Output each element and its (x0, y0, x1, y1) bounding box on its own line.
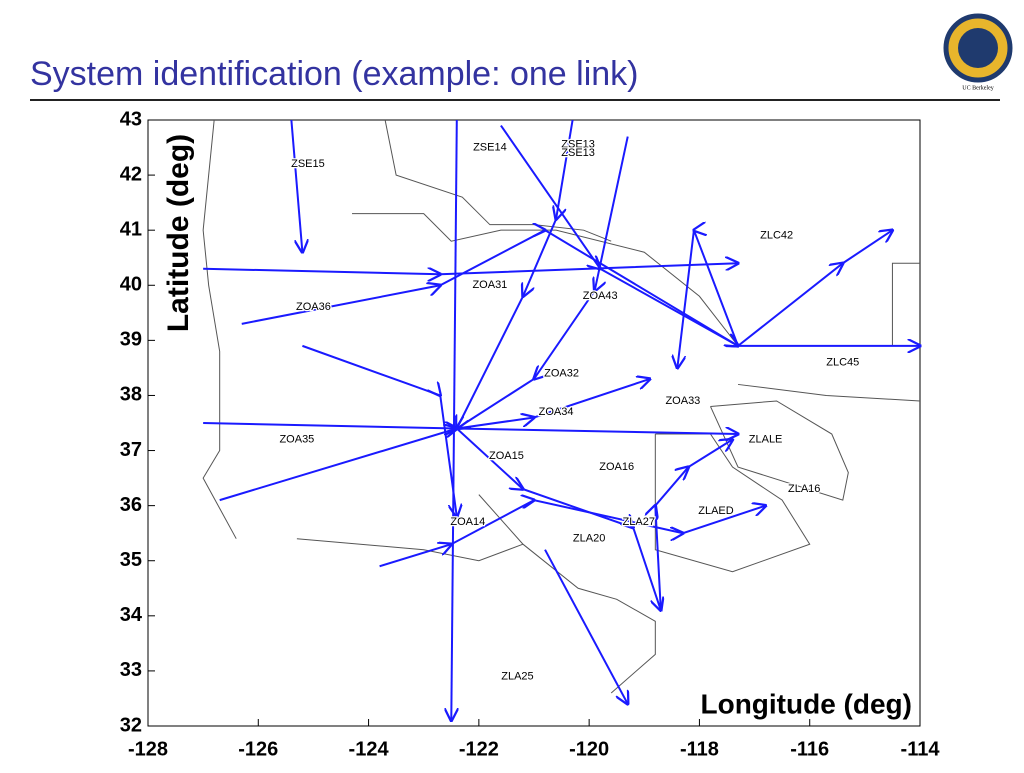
y-tick-label: 32 (120, 714, 142, 736)
route (302, 344, 456, 517)
sector-label: ZLALE (749, 433, 783, 445)
y-tick-label: 42 (120, 163, 142, 185)
sector-label: ZLA27 (623, 516, 655, 528)
sector-boundary (202, 119, 237, 539)
sector-label: ZOA36 (296, 301, 331, 313)
y-tick-label: 36 (120, 494, 142, 516)
y-tick-label: 35 (120, 549, 142, 571)
x-tick-label: -118 (680, 738, 719, 760)
sector-label: ZOA16 (599, 461, 634, 473)
y-tick-label: 37 (120, 439, 142, 461)
sector-label: ZLA20 (573, 533, 605, 545)
x-axis-label: Longitude (deg) (700, 688, 912, 719)
x-tick-label: -120 (569, 738, 609, 760)
logo-text: UC Berkeley (962, 85, 994, 91)
y-tick-label: 43 (120, 108, 142, 130)
sector-label: ZOA15 (489, 450, 524, 462)
sector-boundary (737, 383, 921, 402)
x-tick-label: -128 (128, 738, 168, 760)
sector-label: ZOA14 (450, 516, 485, 528)
y-tick-label: 38 (120, 384, 142, 406)
sector-label: ZSE14 (473, 141, 507, 153)
logo-center (958, 28, 998, 68)
sector-label: ZSE15 (291, 158, 325, 170)
y-tick-label: 33 (120, 659, 142, 681)
y-tick-label: 40 (120, 274, 142, 296)
sector-label: ZOA31 (472, 279, 507, 291)
route (457, 136, 629, 429)
y-tick-label: 39 (120, 329, 142, 351)
x-tick-label: -114 (901, 738, 941, 760)
sector-label: ZLA25 (501, 670, 533, 682)
sector-label: ZLA16 (788, 483, 820, 495)
sector-label: ZOA35 (279, 433, 314, 445)
sector-label: ZSE13 (561, 147, 595, 159)
sector-label: ZSE13 (561, 139, 595, 151)
sector-label: ZLC45 (826, 356, 859, 368)
x-tick-label: -126 (238, 738, 278, 760)
route (379, 500, 766, 568)
slide-title: System identification (example: one link… (30, 55, 639, 93)
sector-label: ZLC42 (760, 230, 793, 242)
y-axis-label: Latitude (deg) (162, 134, 195, 332)
sector-label: ZOA43 (583, 290, 618, 302)
route (737, 230, 892, 347)
y-tick-label: 41 (120, 218, 142, 240)
x-tick-label: -124 (349, 738, 390, 760)
x-tick-label: -116 (790, 738, 829, 760)
route (290, 119, 302, 252)
y-tick-label: 34 (120, 604, 143, 626)
sector-label: ZOA33 (665, 395, 700, 407)
sector-label: ZLAED (698, 505, 734, 517)
sector-boundary (710, 400, 849, 501)
sector-label: ZOA32 (544, 367, 579, 379)
sector-label: ZOA34 (539, 406, 574, 418)
x-tick-label: -122 (459, 738, 499, 760)
plot-area (147, 119, 921, 727)
